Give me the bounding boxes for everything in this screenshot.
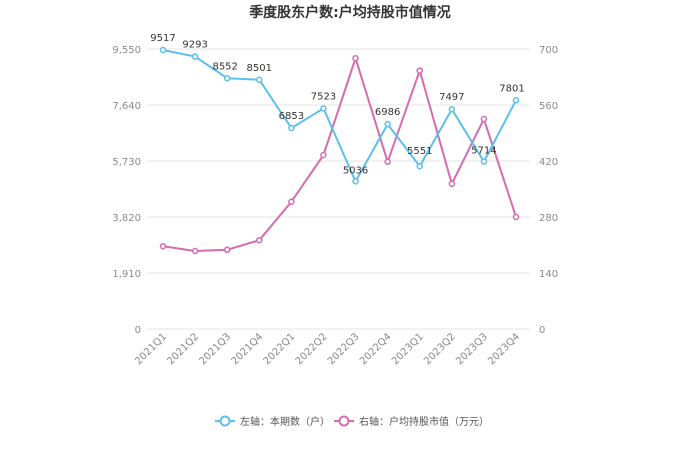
data-label-left: 7523: [311, 91, 336, 102]
x-axis-tick-label: 2022Q4: [358, 331, 394, 367]
x-axis-tick-label: 2023Q3: [454, 331, 490, 367]
x-axis-tick-label: 2021Q3: [197, 331, 233, 367]
data-label-left: 8552: [212, 61, 237, 72]
x-axis-tick-label: 2022Q1: [262, 331, 298, 367]
data-label-left: 6986: [375, 107, 400, 118]
data-point-left: [512, 97, 520, 104]
data-point-right: [480, 115, 488, 123]
data-label-left: 5036: [343, 165, 368, 176]
left-axis-tick-label: 3,820: [112, 213, 141, 224]
right-axis-tick-label: 560: [539, 101, 558, 112]
legend: 左轴：本期数（户） 右轴：户均持股市值（万元）: [215, 415, 489, 428]
right-axis-tick-label: 0: [539, 325, 545, 336]
data-label-left: 5714: [471, 145, 496, 156]
data-point-left: [191, 53, 199, 60]
data-point-left: [384, 120, 391, 128]
data-label-left: 5551: [407, 146, 432, 157]
left-axis-ticks: 0 1,910 3,820 5,730 7,640 9,550: [112, 45, 141, 336]
x-axis-tick-label: 2021Q1: [133, 331, 169, 367]
x-axis-tick-label: 2023Q4: [486, 331, 522, 367]
data-point-right: [320, 151, 327, 159]
data-point-left: [223, 75, 231, 82]
legend-item-left[interactable]: 左轴：本期数（户）: [215, 415, 330, 428]
data-point-right: [416, 67, 423, 74]
data-point-right: [512, 213, 520, 221]
x-axis-tick-label: 2022Q3: [326, 331, 362, 367]
left-axis-tick-label: 0: [135, 325, 141, 336]
right-axis-ticks: 0 140 280 420 560 700: [539, 45, 558, 336]
data-point-right: [352, 54, 359, 62]
data-label-left: 9517: [150, 33, 175, 44]
data-point-left: [352, 178, 359, 185]
data-point-right: [256, 236, 263, 244]
x-axis-tick-label: 2023Q1: [390, 331, 426, 367]
x-axis-tick-label: 2022Q2: [294, 331, 330, 367]
left-axis-tick-label: 1,910: [112, 269, 141, 280]
data-point-left: [416, 162, 423, 170]
data-point-right: [191, 247, 199, 255]
x-axis-ticks: 2021Q12021Q22021Q32021Q42022Q12022Q22022…: [133, 331, 522, 367]
data-point-left: [288, 124, 295, 132]
x-axis-tick-label: 2021Q2: [165, 331, 201, 367]
left-axis-tick-label: 5,730: [112, 157, 141, 168]
data-label-left: 7801: [499, 83, 524, 94]
data-point-right: [159, 242, 167, 250]
chart-title: 季度股东户数:户均持股市值情况: [248, 4, 451, 21]
x-axis-tick-label: 2023Q2: [422, 331, 458, 367]
right-axis-tick-label: 280: [539, 213, 558, 224]
data-point-left: [480, 158, 488, 165]
data-point-right: [384, 158, 391, 166]
data-point-left: [159, 46, 167, 54]
data-label-left: 9293: [182, 40, 207, 51]
legend-marker-left: [219, 415, 231, 427]
right-axis-tick-label: 420: [539, 157, 558, 168]
legend-label-right: 右轴：户均持股市值（万元）: [359, 415, 489, 428]
data-point-right: [223, 246, 231, 254]
data-point-left: [320, 105, 327, 112]
data-point-left: [448, 105, 456, 113]
data-label-left: 6853: [279, 111, 304, 122]
series-line-right: [162, 54, 517, 253]
series-line-left: [162, 48, 517, 184]
series-layer: 9517 9293 8552 8501 6853 7523 5036 6986 5551 7497…: [150, 33, 525, 255]
right-axis-tick-label: 140: [539, 269, 558, 280]
left-axis-tick-label: 9,550: [112, 45, 141, 56]
legend-item-right[interactable]: 右轴：户均持股市值（万元）: [334, 415, 489, 428]
legend-marker-right: [338, 415, 350, 427]
data-point-right: [288, 198, 295, 206]
right-axis-tick-label: 700: [539, 45, 558, 56]
data-label-left: 7497: [439, 92, 464, 103]
grid-lines: [148, 48, 530, 330]
x-axis-tick-label: 2021Q4: [230, 331, 266, 367]
legend-label-left: 左轴：本期数（户）: [240, 415, 330, 428]
left-axis-tick-label: 7,640: [112, 101, 141, 112]
data-point-right: [448, 180, 456, 188]
data-label-left: 8501: [247, 63, 272, 74]
data-point-left: [256, 76, 263, 84]
